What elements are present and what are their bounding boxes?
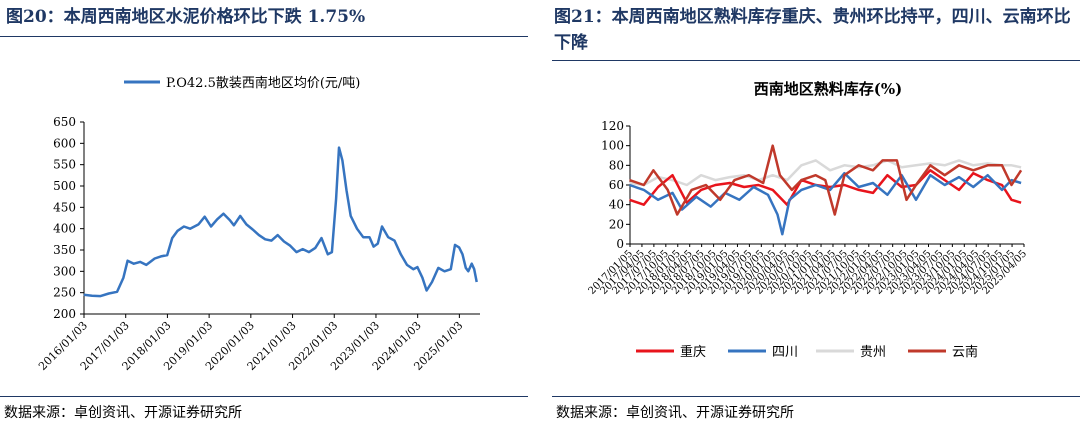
right-source-note: 数据来源：卓创资讯、开源证券研究所	[556, 405, 794, 421]
y-tick-label: 0	[616, 237, 624, 251]
y-tick-label: 300	[53, 264, 76, 278]
right-figure-title: 图21：本周西南地区熟料库存重庆、贵州环比持平，四川、云南环比下降	[554, 7, 1071, 53]
y-tick-label: 400	[53, 222, 76, 236]
legend-label-price: P.O42.5散装西南地区均价(元/吨)	[166, 75, 360, 91]
y-tick-label: 20	[609, 217, 624, 231]
y-tick-label: 40	[609, 198, 624, 212]
right-title-rule	[552, 60, 1080, 61]
y-tick-label: 350	[53, 243, 76, 257]
y-tick-label: 250	[53, 286, 76, 300]
series-line-2	[629, 159, 1022, 187]
legend-label-2: 贵州	[860, 345, 886, 360]
series-line-0	[629, 169, 1022, 206]
y-tick-label: 60	[609, 178, 624, 192]
left-title-rule	[0, 36, 528, 37]
left-chart: P.O42.5散装西南地区均价(元/吨) 200 250 300 350 400 450 50…	[36, 75, 480, 373]
chart-title: 西南地区熟料库存(%)	[754, 80, 902, 98]
y-tick-label: 120	[601, 119, 624, 133]
series-line-3	[629, 144, 1023, 216]
right-source-rule	[552, 396, 1080, 397]
y-tick-label: 450	[53, 200, 76, 214]
y-tick-label: 600	[53, 136, 76, 150]
left-source-rule	[0, 396, 528, 397]
left-figure-panel: 图20：本周西南地区水泥价格环比下跌 1.75% P.O42.5散装西南地区均价…	[0, 0, 528, 426]
y-tick-label: 100	[601, 139, 624, 153]
series-line-1	[629, 171, 1022, 236]
left-source-note: 数据来源：卓创资讯、开源证券研究所	[4, 405, 242, 421]
right-chart: 西南地区熟料库存(%)0204060801001202017/01/052017…	[587, 80, 1030, 360]
left-figure-title: 图20：本周西南地区水泥价格环比下跌 1.75%	[6, 7, 366, 27]
legend-label-1: 四川	[772, 345, 798, 360]
price-series-line	[83, 146, 478, 298]
y-tick-label: 550	[53, 158, 76, 172]
y-tick-label: 200	[53, 307, 76, 321]
y-tick-label: 500	[53, 179, 76, 193]
y-tick-label: 650	[53, 115, 76, 129]
legend-label-0: 重庆	[680, 344, 706, 360]
right-figure-panel: 图21：本周西南地区熟料库存重庆、贵州环比持平，四川、云南环比下降 西南地区熟料…	[552, 0, 1080, 426]
legend-label-3: 云南	[952, 344, 978, 360]
y-tick-label: 80	[609, 158, 624, 172]
